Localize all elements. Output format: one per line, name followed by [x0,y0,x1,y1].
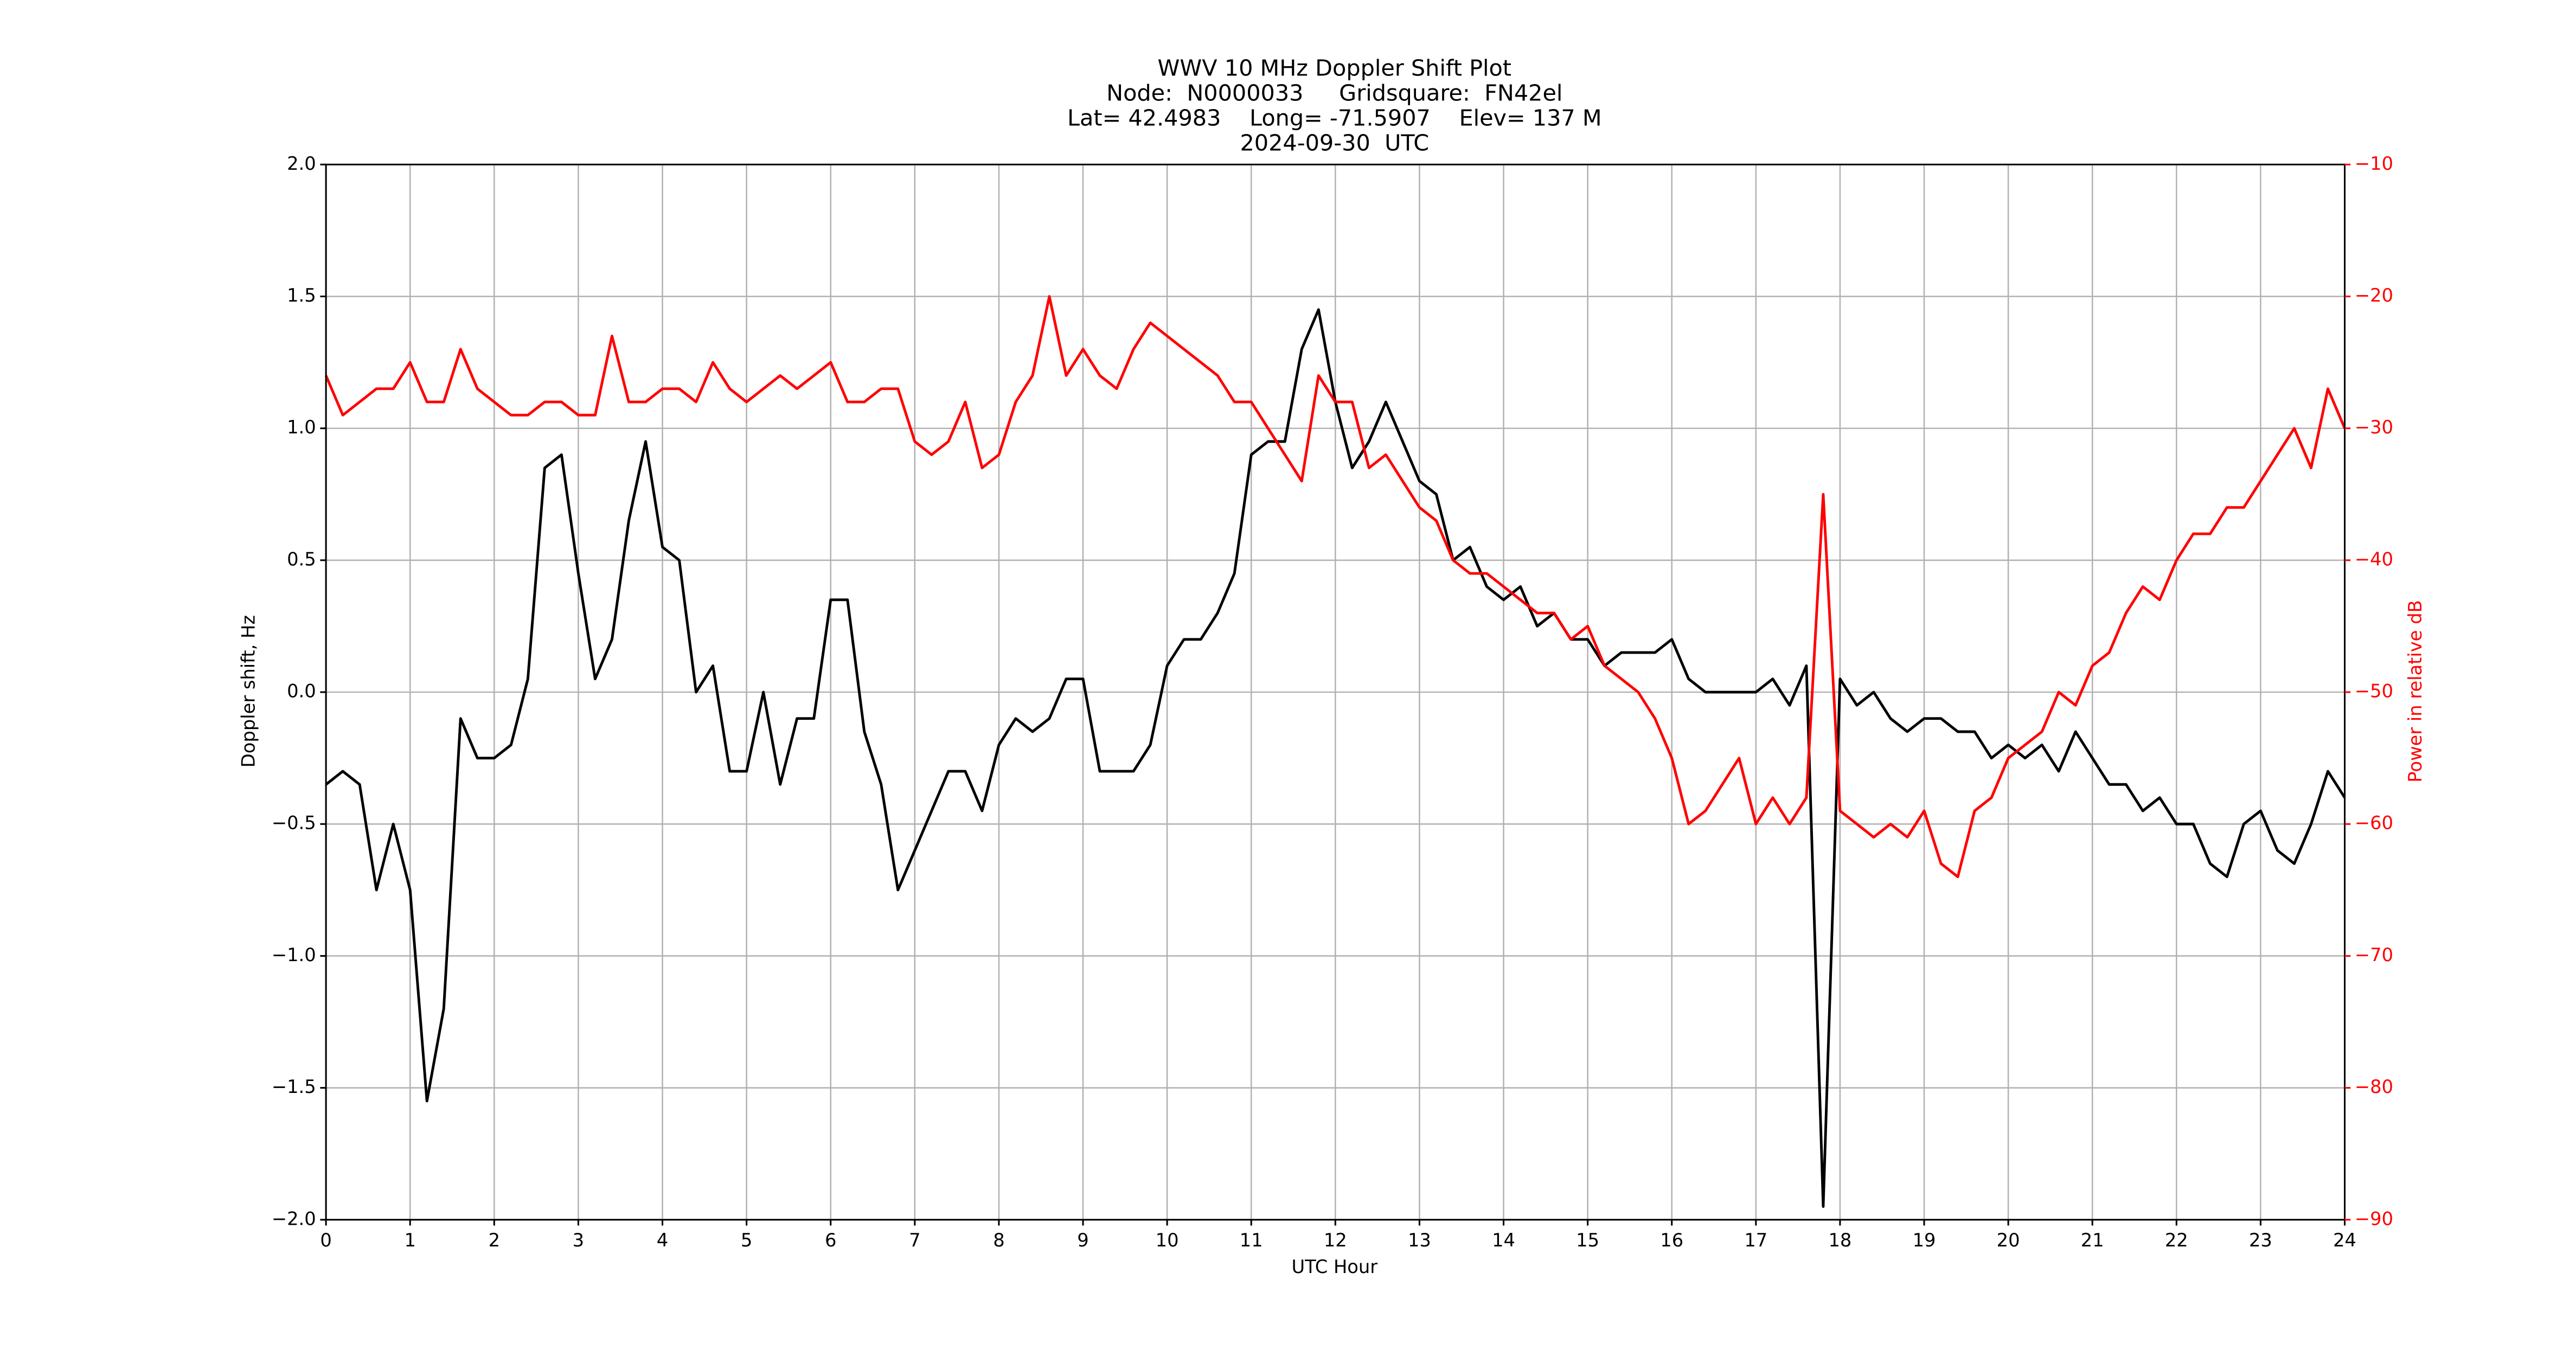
y2-tick-label: −90 [2355,1208,2393,1229]
title-line: 2024-09-30 UTC [1240,130,1429,156]
x-tick-label: 7 [909,1230,920,1251]
y2-tick-label: −70 [2355,944,2393,965]
y-axis-label: Doppler shift, Hz [238,615,259,767]
x-tick-label: 14 [1492,1230,1515,1251]
x-tick-label: 17 [1744,1230,1767,1251]
y2-tick-label: −50 [2355,681,2393,702]
x-tick-label: 21 [2081,1230,2104,1251]
x-tick-label: 4 [657,1230,668,1251]
x-tick-label: 1 [404,1230,415,1251]
y-tick-label: −1.5 [272,1076,316,1097]
y-tick-label: 1.0 [287,417,316,438]
y2-tick-label: −20 [2355,285,2393,306]
x-tick-label: 13 [1408,1230,1431,1251]
x-tick-label: 11 [1240,1230,1263,1251]
x-tick-label: 12 [1324,1230,1347,1251]
x-tick-label: 19 [1913,1230,1936,1251]
x-tick-label: 9 [1077,1230,1088,1251]
x-tick-label: 18 [1828,1230,1851,1251]
x-tick-label: 10 [1156,1230,1179,1251]
x-tick-label: 5 [741,1230,752,1251]
y2-tick-label: −60 [2355,813,2393,834]
x-tick-label: 0 [320,1230,331,1251]
x-tick-label: 23 [2249,1230,2272,1251]
x-tick-label: 22 [2165,1230,2188,1251]
y2-tick-label: −10 [2355,153,2393,174]
y2-axis-label: Power in relative dB [2405,600,2426,782]
x-tick-label: 24 [2333,1230,2356,1251]
y-tick-label: −0.5 [272,813,316,834]
series-line [324,295,2346,878]
y-tick-label: 2.0 [287,153,316,174]
title-line: Node: N0000033 Gridsquare: FN42el [1106,80,1562,106]
plot-lines [324,295,2346,1208]
y-tick-label: 0.0 [287,681,316,702]
x-tick-label: 6 [825,1230,836,1251]
y-tick-label: 0.5 [287,548,316,570]
y-tick-label: −2.0 [272,1208,316,1229]
x-tick-label: 15 [1576,1230,1599,1251]
y-tick-label: −1.0 [272,944,316,965]
title-line: Lat= 42.4983 Long= -71.5907 Elev= 137 M [1067,105,1602,131]
y2-tick-label: −40 [2355,548,2393,570]
y-tick-label: 1.5 [287,285,316,306]
x-tick-label: 8 [993,1230,1004,1251]
x-axis-label: UTC Hour [1291,1256,1377,1277]
x-tick-label: 3 [573,1230,584,1251]
title-line: WWV 10 MHz Doppler Shift Plot [1158,55,1512,81]
x-tick-label: 20 [1997,1230,2020,1251]
x-tick-label: 16 [1660,1230,1683,1251]
y2-tick-label: −80 [2355,1076,2393,1097]
x-tick-label: 2 [489,1230,500,1251]
y2-tick-label: −30 [2355,417,2393,438]
